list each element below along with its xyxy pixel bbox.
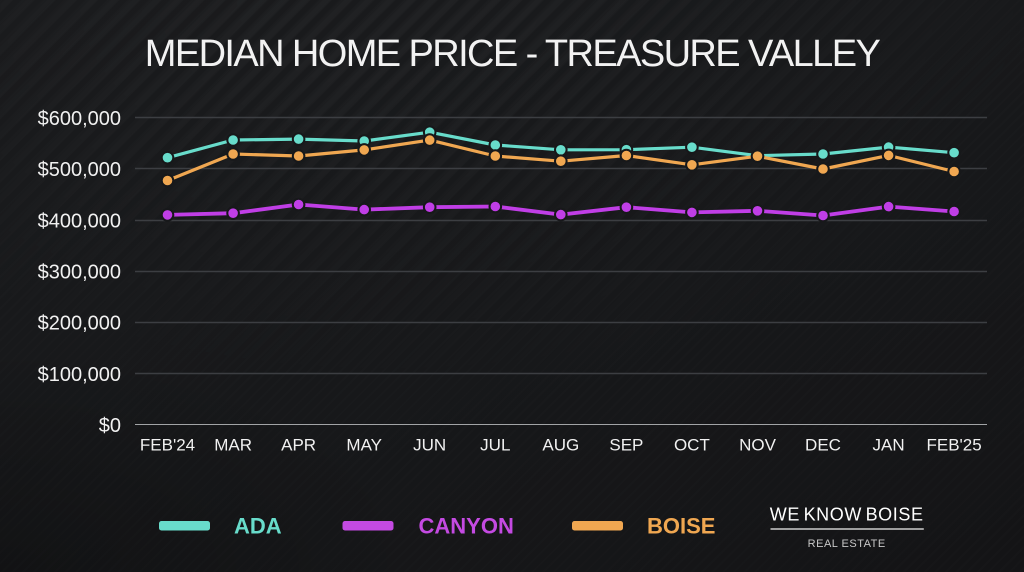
svg-text:$400,000: $400,000 — [38, 210, 121, 232]
svg-text:MAR: MAR — [214, 436, 252, 455]
svg-text:NOV: NOV — [739, 436, 777, 455]
svg-text:WE KNOW BOISE: WE KNOW BOISE — [770, 504, 924, 524]
svg-text:CANYON: CANYON — [419, 514, 514, 539]
svg-text:FEB'25: FEB'25 — [926, 436, 981, 455]
svg-text:OCT: OCT — [674, 436, 710, 455]
svg-text:JUL: JUL — [480, 436, 510, 455]
svg-text:$0: $0 — [99, 415, 121, 437]
svg-text:$600,000: $600,000 — [38, 108, 121, 130]
svg-text:ADA: ADA — [234, 514, 282, 539]
svg-text:MEDIAN HOME PRICE - TREASURE V: MEDIAN HOME PRICE - TREASURE VALLEY — [145, 33, 881, 75]
svg-text:MAY: MAY — [346, 436, 382, 455]
svg-text:$300,000: $300,000 — [38, 262, 121, 284]
svg-text:$500,000: $500,000 — [38, 159, 121, 181]
svg-text:$200,000: $200,000 — [38, 313, 121, 335]
svg-text:AUG: AUG — [542, 436, 579, 455]
svg-text:APR: APR — [281, 436, 316, 455]
svg-text:$100,000: $100,000 — [38, 364, 121, 386]
svg-text:BOISE: BOISE — [647, 514, 715, 539]
svg-text:DEC: DEC — [805, 436, 841, 455]
svg-text:JUN: JUN — [413, 436, 446, 455]
svg-text:JAN: JAN — [873, 436, 905, 455]
svg-text:FEB'24: FEB'24 — [140, 436, 195, 455]
svg-text:SEP: SEP — [609, 436, 643, 455]
svg-text:REAL ESTATE: REAL ESTATE — [808, 538, 886, 550]
